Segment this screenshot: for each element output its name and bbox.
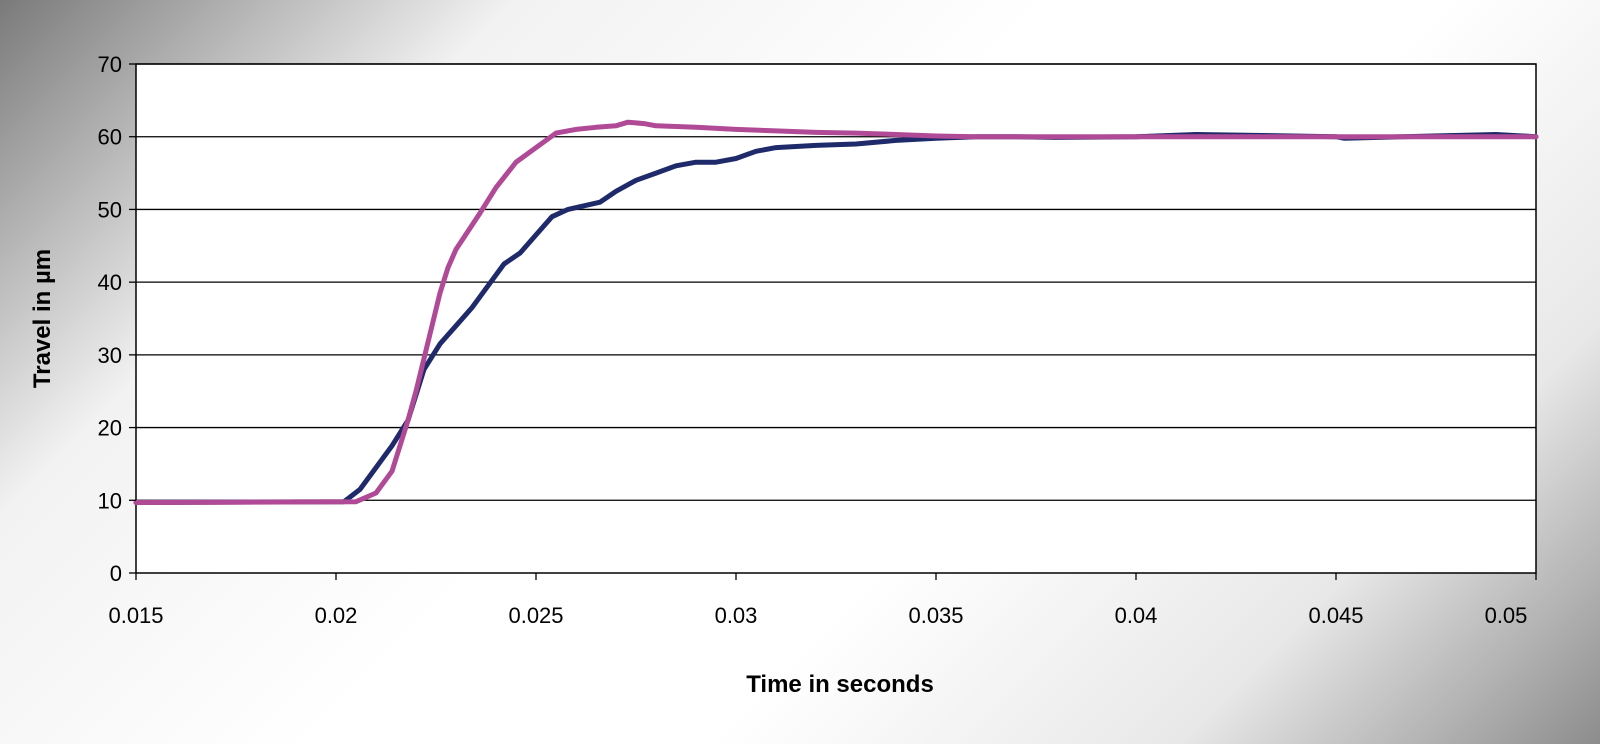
y-tick-label: 50	[98, 197, 122, 222]
y-tick-label: 0	[110, 561, 122, 586]
grid-lines	[136, 63, 1536, 501]
y-tick-label: 40	[98, 270, 122, 295]
plot-area	[135, 63, 1537, 574]
y-axis-title: Travel in µm	[29, 249, 56, 388]
x-axis-ticks: 0.015 0.02 0.025 0.03 0.035 0.04 0.045 0.05	[108, 573, 1537, 628]
x-tick-label: 0.04	[1115, 603, 1158, 628]
x-tick-label: 0.015	[108, 603, 163, 628]
y-tick-label: 30	[98, 343, 122, 368]
x-tick-label: 0.035	[908, 603, 963, 628]
x-tick-label: 0.02	[315, 603, 358, 628]
x-tick-label: 0.025	[508, 603, 563, 628]
x-axis-title: Time in seconds	[746, 671, 934, 698]
y-tick-label: 10	[98, 488, 122, 513]
series-line-2	[133, 119, 1539, 505]
y-tick-label: 60	[98, 125, 122, 150]
y-tick-label: 20	[98, 416, 122, 441]
y-axis-ticks: 0 10 20 30 40 50 60 70	[98, 52, 136, 586]
x-tick-label: 0.045	[1308, 603, 1363, 628]
series-lines	[133, 119, 1539, 505]
x-tick-label: 0.03	[715, 603, 758, 628]
x-tick-label: 0.05	[1485, 603, 1528, 628]
y-tick-label: 70	[98, 52, 122, 77]
